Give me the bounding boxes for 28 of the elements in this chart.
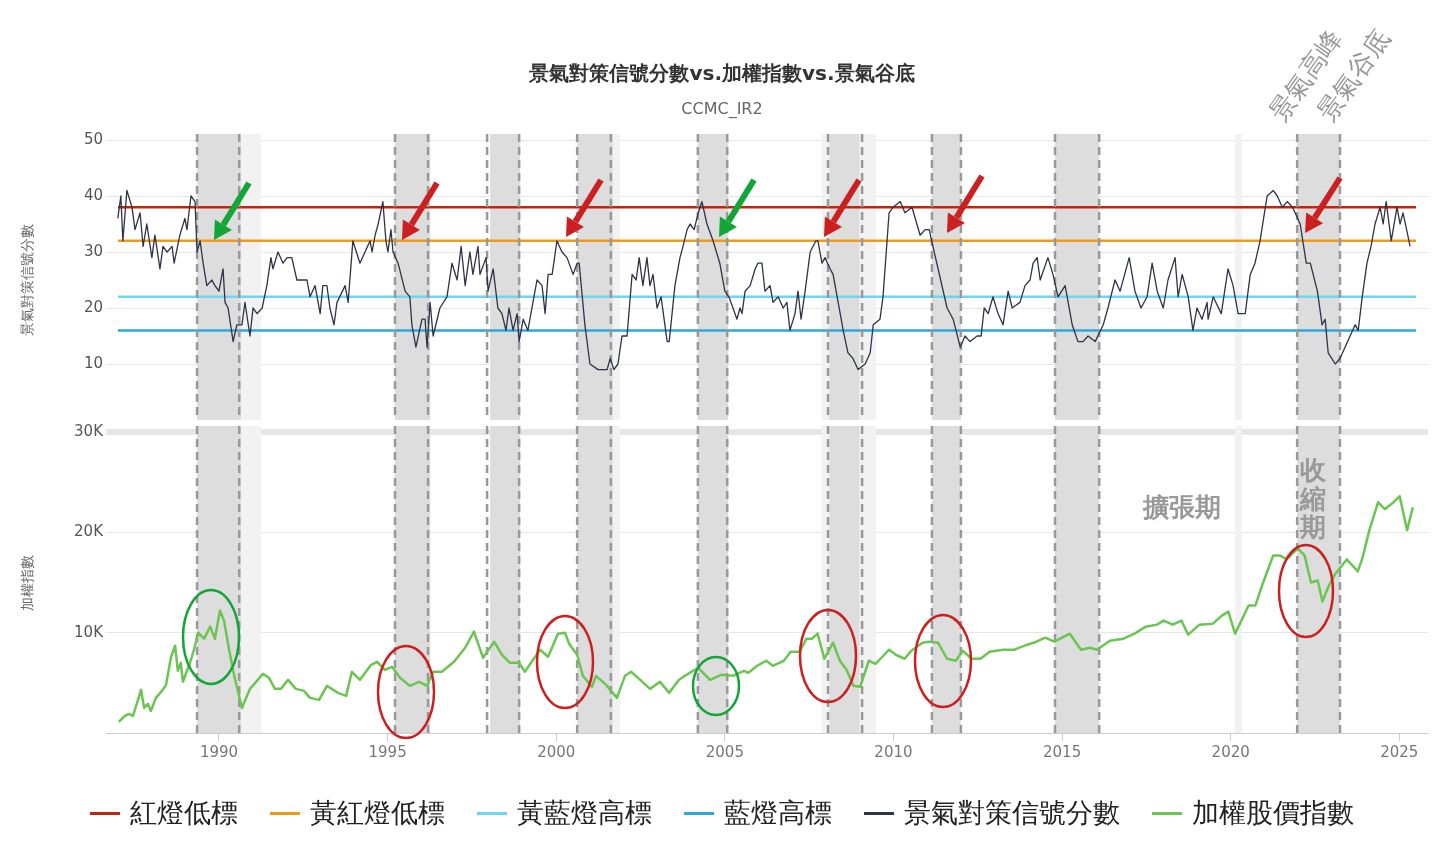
y-tick-label: 50: [83, 129, 103, 148]
x-tick-label: 1995: [368, 742, 407, 761]
legend-label: 景氣對策信號分數: [904, 796, 1120, 830]
chart-title: 景氣對策信號分數vs.加權指數vs.景氣谷底: [529, 61, 915, 85]
y-axis-title: 加權指數: [19, 554, 36, 611]
legend-label: 紅燈低標: [130, 796, 238, 830]
y-tick-label: 20: [83, 297, 103, 316]
annotation: 擴張期: [1143, 491, 1221, 524]
y-tick-label: 40: [83, 185, 103, 204]
x-tick-label: 2000: [537, 742, 576, 761]
x-tick-label: 2005: [705, 742, 744, 761]
y-tick-label: 20K: [74, 522, 105, 541]
x-tick-label: 2010: [874, 742, 913, 761]
y-tick-label: 10: [83, 353, 103, 372]
x-tick-label: 1990: [199, 742, 239, 761]
y-tick-label: 30K: [74, 421, 105, 440]
y-axis-title: 景氣對策信號分數: [19, 224, 36, 336]
chart-subtitle: CCMC_IR2: [681, 99, 763, 118]
x-tick-label: 2020: [1211, 742, 1250, 761]
y-tick-label: 30: [83, 241, 103, 260]
legend-label: 黃紅燈低標: [310, 796, 445, 830]
x-tick-label: 2015: [1043, 742, 1082, 761]
legend-label: 藍燈高標: [724, 796, 832, 830]
annotation: 收縮期: [1300, 455, 1326, 543]
legend-label: 黃藍燈高標: [517, 796, 652, 830]
legend-label: 加權股價指數: [1192, 796, 1354, 830]
x-tick-label: 2025: [1380, 742, 1419, 761]
y-tick-label: 10K: [74, 622, 105, 641]
